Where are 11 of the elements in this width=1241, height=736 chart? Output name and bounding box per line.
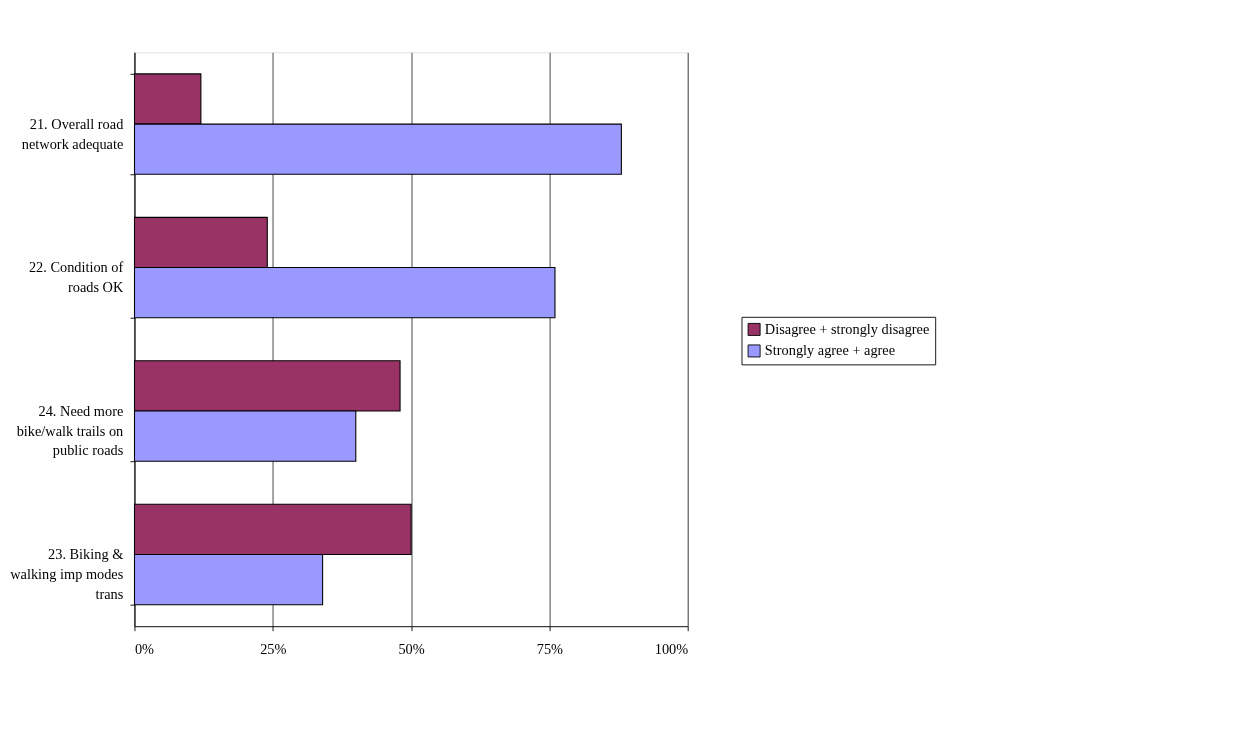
x-tick-label: 50% bbox=[398, 640, 425, 657]
x-tick-label: 25% bbox=[260, 640, 287, 657]
x-tick-label: 100% bbox=[654, 640, 689, 657]
legend-label: Disagree + strongly disagree bbox=[764, 320, 930, 337]
y-tick-label: 23. Biking & walking imp modes trans bbox=[10, 546, 124, 602]
y-tick-label: 21. Overall road network adequate bbox=[21, 116, 124, 152]
y-tick-label: 24. Need more bike/walk trails on public roads bbox=[16, 402, 124, 459]
y-tick-label: 22. Condition of roads OK bbox=[28, 259, 124, 296]
x-tick-label: 75% bbox=[536, 640, 564, 657]
x-tick-label: 0% bbox=[134, 640, 155, 657]
legend-label: Strongly agree + agree bbox=[764, 342, 896, 359]
